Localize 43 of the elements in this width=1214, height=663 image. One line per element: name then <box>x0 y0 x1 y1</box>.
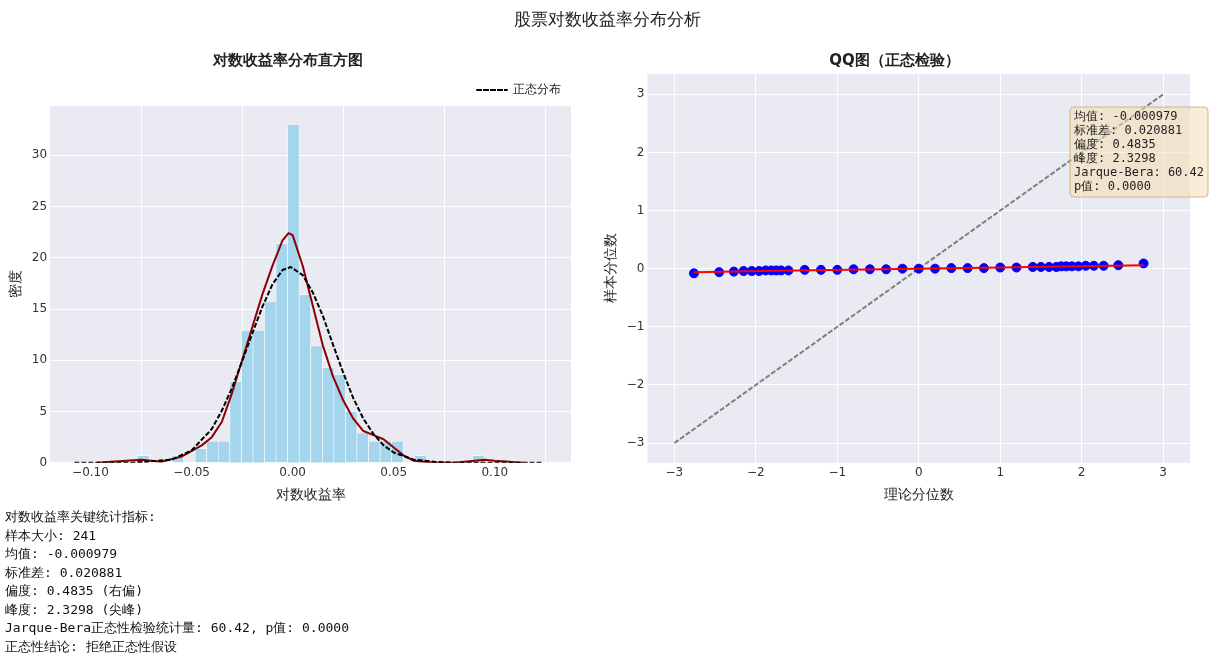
y-tick-label: 0 <box>636 260 645 275</box>
x-tick-label: 0.00 <box>279 465 306 480</box>
y-tick-label: 2 <box>636 144 645 159</box>
text: 对数收益率关键统计指标: <box>5 508 157 526</box>
y-tick-label: 30 <box>31 147 48 162</box>
text: 正态性结论: 拒绝正态性假设 <box>5 637 178 656</box>
x-tick-label: 2 <box>1077 465 1086 480</box>
text: 样本大小: 241 <box>5 526 98 545</box>
x-tick-label: 0.05 <box>380 465 408 480</box>
y-tick-label: 15 <box>31 301 48 316</box>
y-axis-title: 样本分位数 <box>602 233 619 304</box>
text: 股票对数收益率分布分析 <box>512 8 702 31</box>
x-tick-label: 3 <box>1159 465 1167 480</box>
x-tick-label: −3 <box>665 465 684 480</box>
x-tick-label: −0.05 <box>173 465 210 480</box>
x-tick-label: 0.10 <box>481 465 509 480</box>
y-tick-label: 10 <box>31 352 48 367</box>
y-tick-label: −3 <box>626 435 645 450</box>
y-tick-label: 1 <box>636 202 645 217</box>
text: Jarque-Bera正态性检验统计量: 60.42, p值: 0.0000 <box>5 619 349 637</box>
annotation: 均值: -0.000979 标准差: 0.020881 偏度: 0.4835 峰度: 2.3298 Jarque-Bera: 60.42 p值: 0.0000 <box>1072 109 1204 194</box>
x-tick-label: 0 <box>914 465 923 480</box>
x-axis-title: 理论分位数 <box>883 486 954 503</box>
x-tick-label: −0.10 <box>72 465 109 480</box>
y-tick-label: 5 <box>39 403 48 418</box>
text: 峰度: 2.3298 (尖峰) <box>5 600 145 619</box>
x-tick-label: −2 <box>746 465 765 480</box>
y-tick-label: 25 <box>31 198 48 213</box>
text: 偏度: 0.4835 (右偏) <box>5 582 145 600</box>
text: 均值: -0.000979 <box>5 545 119 563</box>
chart-title: QQ图（正态检验） <box>829 50 960 69</box>
y-axis-title: 密度 <box>7 270 24 299</box>
x-tick-label: 1 <box>996 465 1005 480</box>
y-tick-label: 20 <box>31 249 48 264</box>
x-axis-title: 对数收益率 <box>275 486 346 503</box>
chart-title: 对数收益率分布直方图 <box>211 50 363 69</box>
y-tick-label: 3 <box>636 86 645 101</box>
y-tick-label: −1 <box>626 318 645 333</box>
y-tick-label: −2 <box>626 377 645 392</box>
x-tick-label: −1 <box>828 465 847 480</box>
text: 标准差: 0.020881 <box>5 563 124 582</box>
y-tick-label: 0 <box>39 454 48 469</box>
legend-label: 正态分布 <box>513 82 561 97</box>
